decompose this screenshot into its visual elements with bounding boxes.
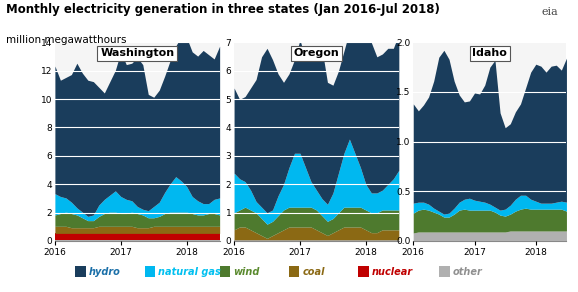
Text: Washington: Washington [100, 48, 175, 58]
Text: nuclear: nuclear [372, 267, 413, 277]
Text: coal: coal [302, 267, 325, 277]
Text: Oregon: Oregon [294, 48, 339, 58]
Text: Monthly electricity generation in three states (Jan 2016-Jul 2018): Monthly electricity generation in three … [6, 3, 440, 16]
Text: million megawatthours: million megawatthours [6, 35, 126, 45]
Text: Idaho: Idaho [472, 48, 507, 58]
Text: eia: eia [541, 7, 558, 17]
Text: other: other [453, 267, 482, 277]
Text: wind: wind [233, 267, 260, 277]
Text: hydro: hydro [88, 267, 120, 277]
Text: natural gas: natural gas [158, 267, 221, 277]
